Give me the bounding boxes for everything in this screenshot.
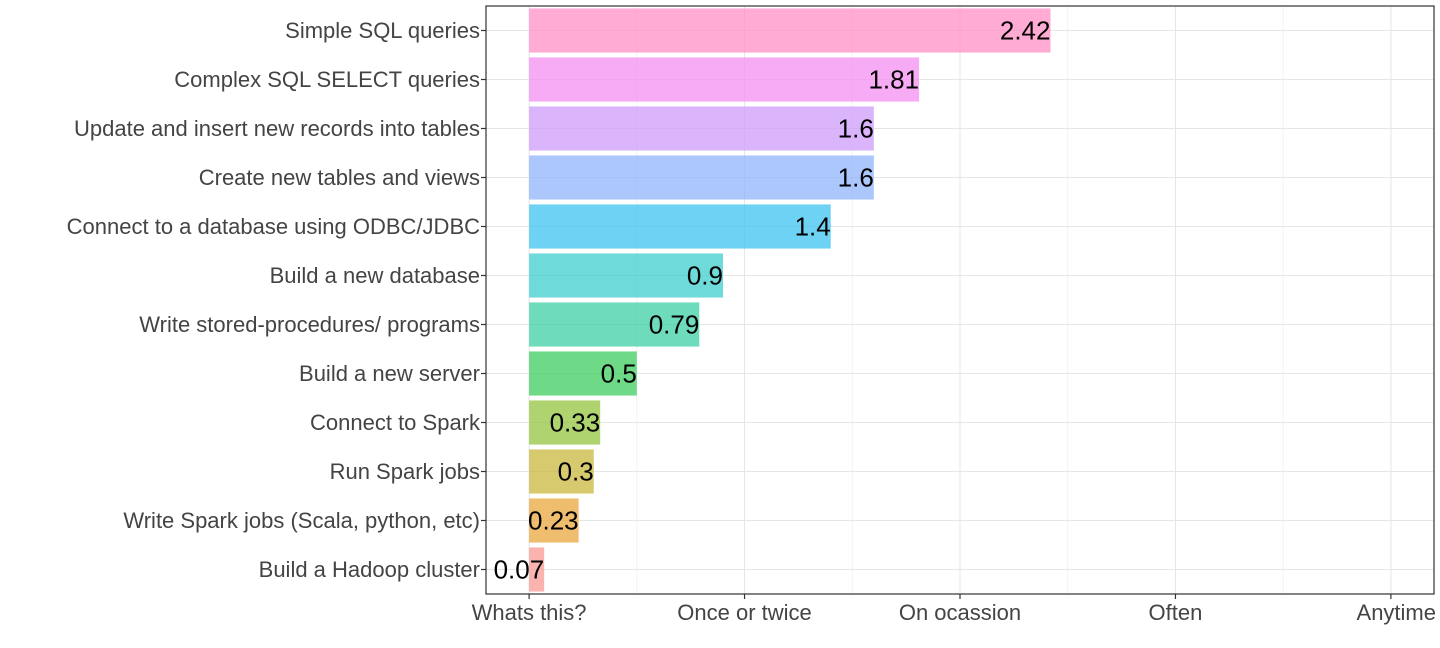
bar [529,57,920,102]
bar-value-label: 1.6 [838,163,874,193]
bar [529,302,700,347]
bar-value-label: 0.33 [550,408,601,438]
bar-value-label: 1.6 [838,114,874,144]
y-tick-label: Build a new server [299,361,480,386]
bar [529,106,874,151]
y-axis: Simple SQL queries Complex SQL SELECT que… [67,18,486,582]
y-tick-label: Complex SQL SELECT queries [174,67,480,92]
bars [529,8,1051,592]
y-tick-label: Connect to Spark [310,410,481,435]
bar [529,351,637,396]
bar-value-label: 0.23 [528,506,579,536]
x-tick-label: Once or twice [677,600,812,625]
y-tick-label: Simple SQL queries [285,18,480,43]
y-tick-label: Run Spark jobs [330,459,480,484]
bar-value-label: 0.3 [558,457,594,487]
bar-value-label: 0.79 [649,310,700,340]
bar [529,547,545,592]
y-tick-label: Build a new database [270,263,480,288]
bar-value-label: 0.07 [494,555,545,585]
x-tick-label: On ocassion [899,600,1021,625]
bar [529,449,594,494]
y-tick-label: Build a Hadoop cluster [259,557,480,582]
bar [529,8,1051,53]
x-tick-label: Anytime [1357,600,1436,625]
bar-value-label: 2.42 [1000,16,1051,46]
data-labels: 2.421.811.61.61.40.90.790.50.330.30.230.… [494,16,1051,585]
bar-value-label: 1.81 [868,65,919,95]
x-tick-label: Whats this? [472,600,587,625]
bar [529,400,601,445]
y-tick-label: Write Spark jobs (Scala, python, etc) [123,508,480,533]
x-axis: Whats this? Once or twice On ocassion Often… [472,594,1436,625]
y-tick-label: Create new tables and views [199,165,480,190]
bar-value-label: 0.9 [687,261,723,291]
bar-value-label: 0.5 [601,359,637,389]
x-tick-label: Often [1149,600,1203,625]
bar [529,155,874,200]
bar [529,204,831,249]
y-tick-label: Update and insert new records into table… [74,116,480,141]
bar [529,253,723,298]
bar [529,498,579,543]
y-tick-label: Connect to a database using ODBC/JDBC [67,214,480,239]
y-tick-label: Write stored-procedures/ programs [139,312,480,337]
bar-value-label: 1.4 [795,212,831,242]
